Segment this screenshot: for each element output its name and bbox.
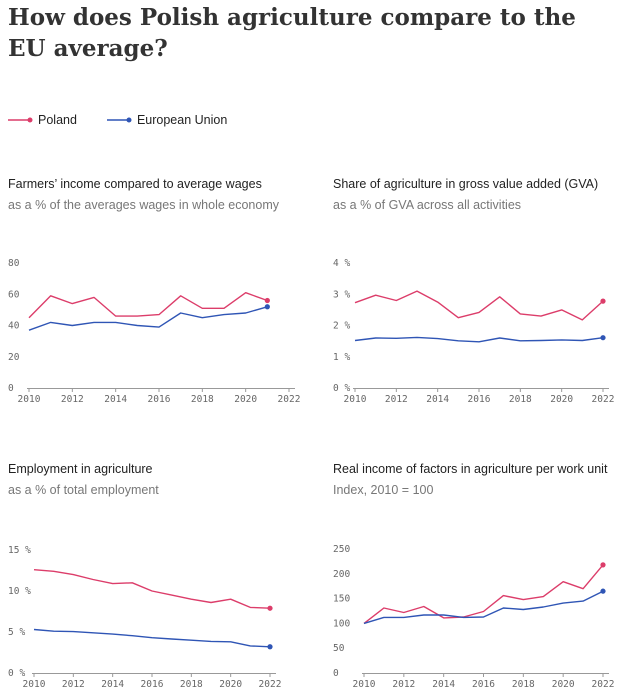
- x-tick-label: 2010: [353, 679, 376, 690]
- x-tick-label: 2012: [61, 394, 84, 405]
- series-line-eu: [28, 306, 268, 331]
- series-line-poland: [354, 290, 604, 321]
- page-title: How does Polish agriculture compare to t…: [8, 4, 576, 62]
- x-tick-label: 2022: [259, 679, 282, 690]
- y-tick-label: 60: [8, 289, 20, 300]
- series-endpoint-poland: [600, 298, 606, 304]
- x-tick-label: 2014: [426, 394, 449, 405]
- x-tick-label: 2018: [191, 394, 214, 405]
- chart-4-subtitle: Index, 2010 = 100: [333, 483, 434, 497]
- chart-4-title: Real income of factors in agriculture pe…: [333, 462, 608, 476]
- y-tick-label: 1 %: [333, 352, 350, 363]
- x-tick-label: 2012: [392, 679, 415, 690]
- chart-employment: 0 % 5 % 10 % 15 % 2010 2012 2014 2016 2018 2020 20…: [8, 545, 282, 690]
- x-tick-label: 2012: [62, 679, 85, 690]
- y-tick-label: 0: [8, 383, 14, 394]
- series-endpoint-eu: [600, 588, 606, 594]
- chart-3-title: Employment in agriculture: [8, 462, 153, 476]
- x-tick-label: 2020: [234, 394, 257, 405]
- x-tick-label: 2016: [141, 679, 164, 690]
- x-tick-label: 2020: [552, 679, 575, 690]
- x-tick-label: 2018: [512, 679, 535, 690]
- x-tick-label: 2022: [592, 394, 615, 405]
- legend-swatch-poland: [8, 117, 33, 123]
- x-tick-label: 2020: [219, 679, 242, 690]
- chart-2-subtitle: as a % of GVA across all activities: [333, 198, 522, 212]
- y-tick-label: 80: [8, 258, 20, 269]
- x-tick-label: 2010: [18, 394, 41, 405]
- x-tick-label: 2016: [472, 679, 495, 690]
- y-tick-label: 4 %: [333, 258, 350, 269]
- x-tick-label: 2018: [180, 679, 203, 690]
- y-tick-label: 200: [333, 569, 350, 580]
- legend: Poland European Union: [8, 111, 257, 129]
- x-tick-label: 2016: [468, 394, 491, 405]
- y-tick-label: 50: [333, 643, 345, 654]
- legend-swatch-eu: [106, 117, 132, 123]
- y-tick-label: 150: [333, 594, 350, 605]
- legend-label-eu: European Union: [136, 113, 228, 127]
- y-tick-label: 10 %: [8, 586, 31, 597]
- x-tick-label: 2012: [385, 394, 408, 405]
- x-tick-label: 2014: [101, 679, 124, 690]
- x-tick-label: 2020: [550, 394, 573, 405]
- series-line-poland: [33, 569, 271, 609]
- y-tick-label: 250: [333, 544, 350, 555]
- y-tick-label: 5 %: [8, 627, 25, 638]
- chart-1-title: Farmers’ income compared to average wage…: [8, 177, 262, 191]
- y-tick-label: 20: [8, 352, 20, 363]
- series-endpoint-poland: [267, 605, 273, 611]
- x-tick-label: 2018: [509, 394, 532, 405]
- x-tick-label: 2014: [432, 679, 455, 690]
- x-tick-label: 2022: [278, 394, 301, 405]
- y-tick-label: 40: [8, 321, 20, 332]
- y-tick-label: 100: [333, 618, 350, 629]
- x-tick-label: 2022: [592, 679, 615, 690]
- legend-label-poland: Poland: [38, 113, 77, 127]
- y-tick-label: 2 %: [333, 321, 350, 332]
- y-tick-label: 15 %: [8, 545, 31, 556]
- series-line-poland: [28, 292, 268, 319]
- x-tick-label: 2014: [104, 394, 127, 405]
- y-tick-label: 0 %: [333, 383, 350, 394]
- y-tick-label: 0: [333, 668, 339, 679]
- chart-real-income: 0 50 100 150 200 250 2010 2012 2014 2016 2018 2020 2…: [333, 544, 615, 690]
- series-endpoint-poland: [600, 562, 606, 568]
- x-tick-label: 2010: [23, 679, 46, 690]
- y-tick-label: 0 %: [8, 668, 25, 679]
- series-endpoint-eu: [600, 335, 606, 341]
- x-tick-label: 2010: [344, 394, 367, 405]
- series-endpoint-eu: [267, 644, 273, 650]
- legend-item-eu: European Union: [106, 113, 228, 127]
- series-line-eu: [33, 628, 271, 648]
- series-line-poland: [363, 564, 604, 624]
- chart-gva-share: 0 % 1 % 2 % 3 % 4 % 2010 2012 2014 2016 2018 2020 2…: [333, 258, 615, 405]
- series-line-eu: [363, 590, 604, 625]
- series-endpoint-poland: [264, 297, 270, 304]
- chart-2-title: Share of agriculture in gross value adde…: [333, 177, 599, 191]
- y-tick-label: 3 %: [333, 289, 350, 300]
- chart-1-subtitle: as a % of the averages wages in whole ec…: [8, 198, 279, 212]
- legend-item-poland: Poland: [8, 113, 77, 127]
- x-tick-label: 2016: [148, 394, 171, 405]
- series-endpoint-eu: [264, 304, 270, 310]
- chart-3-subtitle: as a % of total employment: [8, 483, 159, 497]
- chart-farmers-income: 0 20 40 60 80 2010 2012 2014 2016 2018 2020 2022: [8, 258, 301, 405]
- series-line-eu: [354, 336, 604, 343]
